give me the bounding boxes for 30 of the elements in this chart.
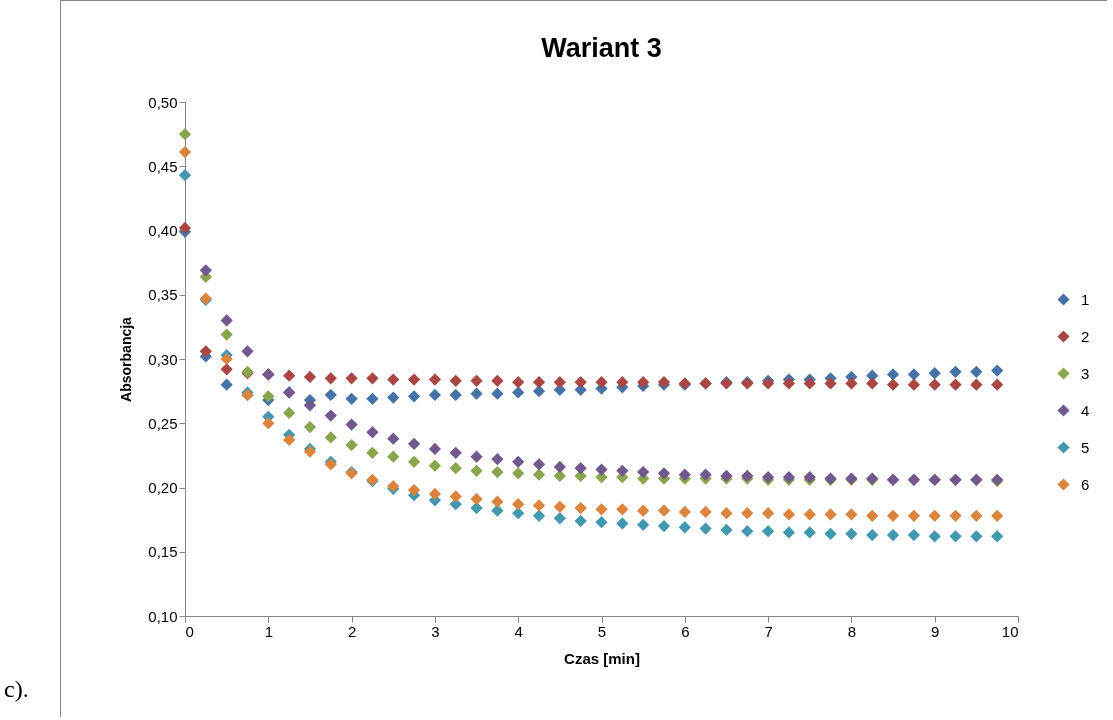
x-tick-label: 8: [847, 622, 857, 640]
y-tick-label: 0,20: [148, 479, 178, 496]
legend-label: 6: [1081, 475, 1090, 493]
legend-label: 5: [1081, 438, 1090, 456]
y-tick-label: 0,40: [148, 222, 178, 239]
x-tick-label: 5: [597, 622, 607, 640]
y-tick-label: 0,30: [148, 350, 178, 368]
x-tick-label: 9: [931, 622, 940, 640]
x-tick-label: 6: [681, 622, 690, 640]
legend-label: 3: [1081, 364, 1090, 382]
text: c).: [4, 676, 29, 703]
y-tick-label: 0,15: [148, 543, 178, 561]
y-tick-label: 0,10: [148, 607, 178, 625]
x-tick-label: 7: [764, 622, 773, 640]
x-tick-label: 1: [264, 622, 273, 640]
legend-label: 2: [1081, 327, 1090, 345]
legend-label: 1: [1081, 290, 1090, 308]
x-tick-label: 4: [514, 622, 523, 640]
y-tick-label: 0,25: [148, 414, 178, 432]
x-tick-label: 10: [1001, 622, 1019, 640]
y-tick-label: 0,45: [148, 157, 178, 175]
chart-title: Wariant 3: [541, 33, 662, 63]
x-axis-title: Czas [min]: [564, 649, 640, 667]
legend-label: 4: [1081, 401, 1090, 419]
x-tick-label: 2: [347, 622, 357, 640]
y-tick-label: 0,50: [148, 93, 178, 111]
y-tick-label: 0,35: [148, 286, 178, 304]
x-tick-label: 0: [185, 622, 194, 640]
x-tick-label: 3: [431, 622, 440, 640]
y-axis-title: Absorbancja: [118, 316, 135, 402]
